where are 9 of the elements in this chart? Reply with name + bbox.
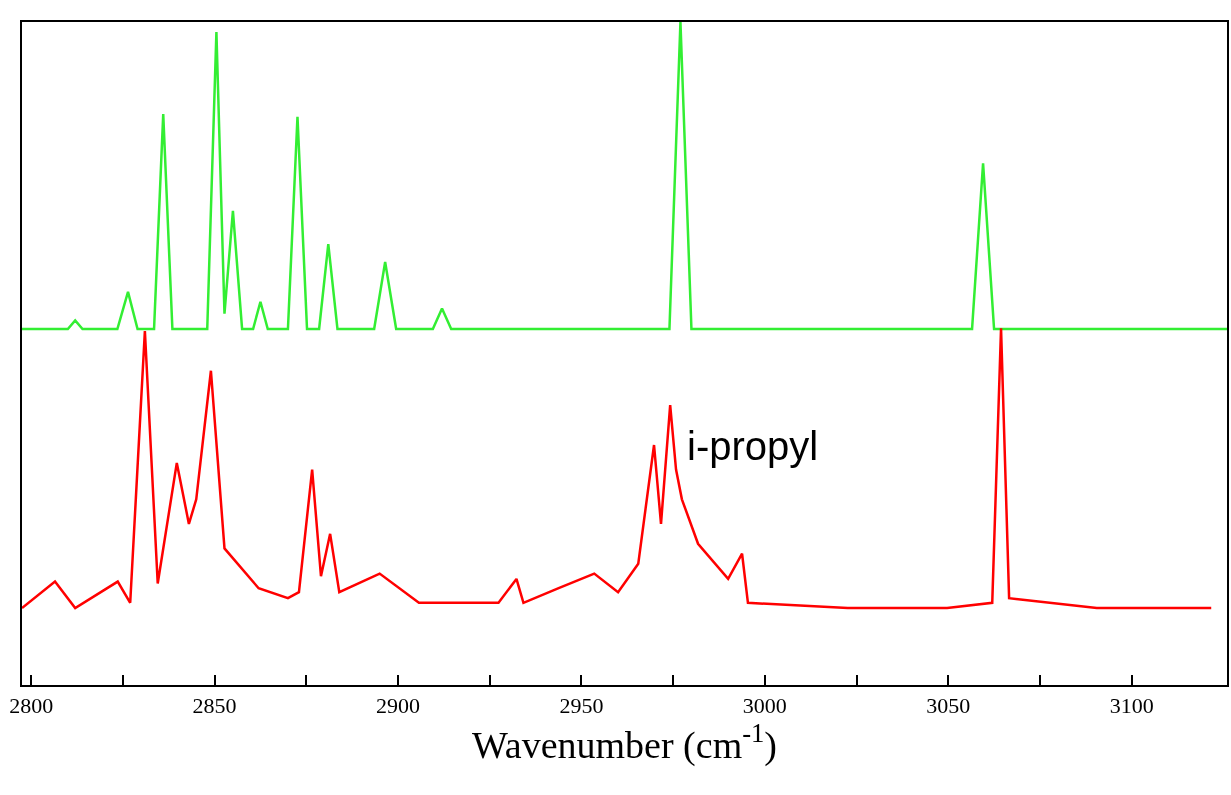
x-axis-title: Wavenumber (cm$^{-1}$) (471, 718, 778, 768)
annotation: i-propyl (687, 424, 819, 468)
x-tick-label: 3100 (1109, 693, 1154, 719)
x-tick-label: 3000 (742, 693, 787, 719)
x-tick-label: 2850 (192, 693, 237, 719)
x-tick-label: 2950 (559, 693, 604, 719)
x-tick-label: 2900 (375, 693, 420, 719)
x-tick-label: 3050 (926, 693, 971, 719)
x-tick-label: 2800 (9, 693, 54, 719)
